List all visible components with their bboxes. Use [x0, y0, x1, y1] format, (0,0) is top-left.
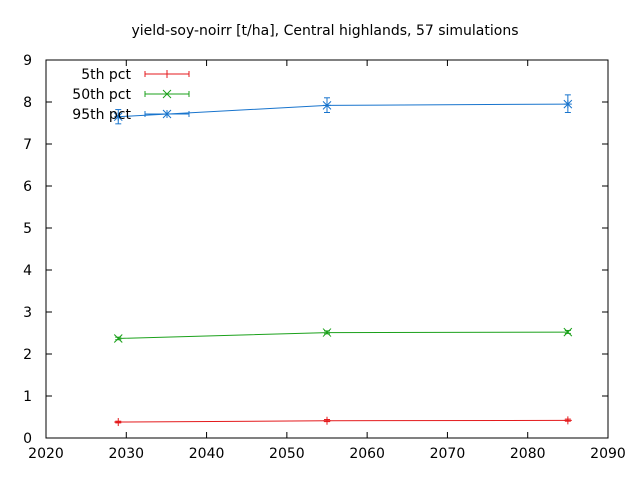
series-0 [114, 416, 572, 427]
data-point [563, 99, 573, 109]
series-2 [113, 94, 573, 125]
x-tick-label: 2030 [108, 446, 144, 462]
x-tick-label: 2040 [189, 446, 225, 462]
series-line [118, 103, 568, 118]
legend-label: 95th pct [72, 107, 131, 123]
x-tick-label: 2060 [349, 446, 385, 462]
series-1 [113, 327, 573, 343]
data-point [323, 416, 331, 425]
series-line [118, 419, 568, 423]
data-point [114, 418, 123, 427]
x-tick-label: 2050 [269, 446, 305, 462]
y-tick-label: 7 [23, 137, 32, 153]
legend-label: 5th pct [81, 67, 131, 83]
y-tick-label: 6 [23, 179, 32, 195]
y-tick-label: 0 [23, 431, 32, 447]
plot-frame [45, 59, 609, 439]
data-point [113, 334, 123, 343]
data-point [563, 416, 572, 425]
data-point [322, 101, 332, 110]
legend-label: 50th pct [72, 87, 131, 103]
series-layer [113, 94, 573, 427]
x-tick-label: 2080 [510, 446, 546, 462]
y-tick-label: 2 [23, 347, 32, 363]
data-point [563, 327, 573, 337]
axis-ticks: 2020 2030 2040 2050 2060 2070 2080 2090 0 1 2 3 4 5 6 7… [23, 53, 626, 462]
x-tick-label: 2070 [430, 446, 466, 462]
chart-title: yield-soy-noirr [t/ha], Central highland… [131, 23, 518, 39]
series-line [118, 331, 568, 339]
y-tick-label: 4 [23, 263, 32, 279]
y-tick-label: 3 [23, 305, 32, 321]
y-tick-label: 9 [23, 53, 32, 69]
legend-marker [163, 70, 171, 78]
data-point [322, 328, 332, 337]
x-tick-label: 2090 [590, 446, 626, 462]
y-tick-label: 5 [23, 221, 32, 237]
legend-marker [162, 109, 172, 119]
y-tick-label: 1 [23, 389, 32, 405]
y-tick-label: 8 [23, 95, 32, 111]
legend-marker [162, 89, 172, 99]
legend: 5th pct 50th pct 95th pct [72, 67, 190, 123]
x-tick-label: 2020 [28, 446, 64, 462]
data-point [113, 112, 123, 122]
